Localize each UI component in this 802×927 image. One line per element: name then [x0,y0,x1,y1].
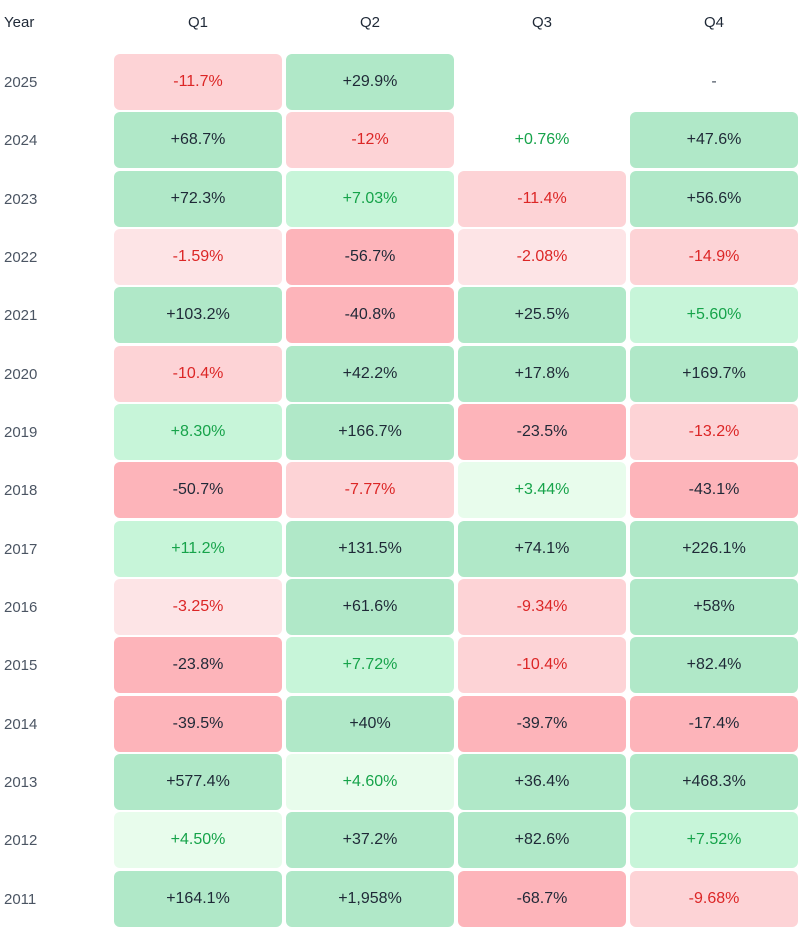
return-cell: -9.34% [458,579,626,635]
return-cell [458,54,626,110]
return-cell: -14.9% [630,229,798,285]
return-cell: +577.4% [114,754,282,810]
return-cell: +164.1% [114,871,282,927]
year-label: 2017 [4,540,38,558]
return-cell: +56.6% [630,171,798,227]
return-cell: +37.2% [286,812,454,868]
year-label: 2015 [4,656,38,674]
return-cell: +72.3% [114,171,282,227]
year-label: 2012 [4,831,38,849]
return-cell: +11.2% [114,521,282,577]
return-cell: +58% [630,579,798,635]
return-cell: -68.7% [458,871,626,927]
return-cell: -17.4% [630,696,798,752]
return-cell: +169.7% [630,346,798,402]
return-cell: +226.1% [630,521,798,577]
return-cell: +4.60% [286,754,454,810]
year-label: 2018 [4,481,38,499]
return-cell: +1,958% [286,871,454,927]
year-label: 2023 [4,190,38,208]
return-cell: +8.30% [114,404,282,460]
return-cell: +4.50% [114,812,282,868]
header-q3: Q3 [531,13,552,31]
return-cell: +29.9% [286,54,454,110]
return-cell: -7.77% [286,462,454,518]
return-cell: +7.03% [286,171,454,227]
return-cell: +7.72% [286,637,454,693]
return-cell: -10.4% [458,637,626,693]
return-cell: -9.68% [630,871,798,927]
return-cell: -11.4% [458,171,626,227]
return-cell: -43.1% [630,462,798,518]
return-cell: +166.7% [286,404,454,460]
return-cell: -2.08% [458,229,626,285]
header-q1: Q1 [187,13,208,31]
return-cell: -13.2% [630,404,798,460]
return-cell: +131.5% [286,521,454,577]
return-cell: -39.5% [114,696,282,752]
return-cell: -23.5% [458,404,626,460]
year-label: 2011 [4,890,37,908]
header-year: Year [4,13,35,31]
return-cell: +25.5% [458,287,626,343]
year-label: 2022 [4,248,38,266]
return-cell: +47.6% [630,112,798,168]
return-cell: -56.7% [286,229,454,285]
return-cell: +40% [286,696,454,752]
return-cell: -40.8% [286,287,454,343]
return-cell: -11.7% [114,54,282,110]
year-label: 2013 [4,773,38,791]
year-label: 2016 [4,598,38,616]
return-cell: +468.3% [630,754,798,810]
return-cell: -23.8% [114,637,282,693]
return-cell: - [630,54,798,110]
return-cell: -50.7% [114,462,282,518]
return-cell: +42.2% [286,346,454,402]
year-label: 2024 [4,131,38,149]
year-label: 2025 [4,73,38,91]
year-label: 2014 [4,715,38,733]
return-cell: +7.52% [630,812,798,868]
return-cell: +36.4% [458,754,626,810]
return-cell: +82.4% [630,637,798,693]
year-label: 2021 [4,306,38,324]
return-cell: -10.4% [114,346,282,402]
return-cell: -39.7% [458,696,626,752]
return-cell: -12% [286,112,454,168]
return-cell: +103.2% [114,287,282,343]
return-cell: +0.76% [458,112,626,168]
return-cell: +3.44% [458,462,626,518]
return-cell: -3.25% [114,579,282,635]
return-cell: +61.6% [286,579,454,635]
year-label: 2019 [4,423,38,441]
return-cell: +17.8% [458,346,626,402]
header-q2: Q2 [359,13,380,31]
header-q4: Q4 [703,13,724,31]
return-cell: +74.1% [458,521,626,577]
return-cell: -1.59% [114,229,282,285]
return-cell: +68.7% [114,112,282,168]
return-cell: +5.60% [630,287,798,343]
return-cell: +82.6% [458,812,626,868]
year-label: 2020 [4,365,38,383]
